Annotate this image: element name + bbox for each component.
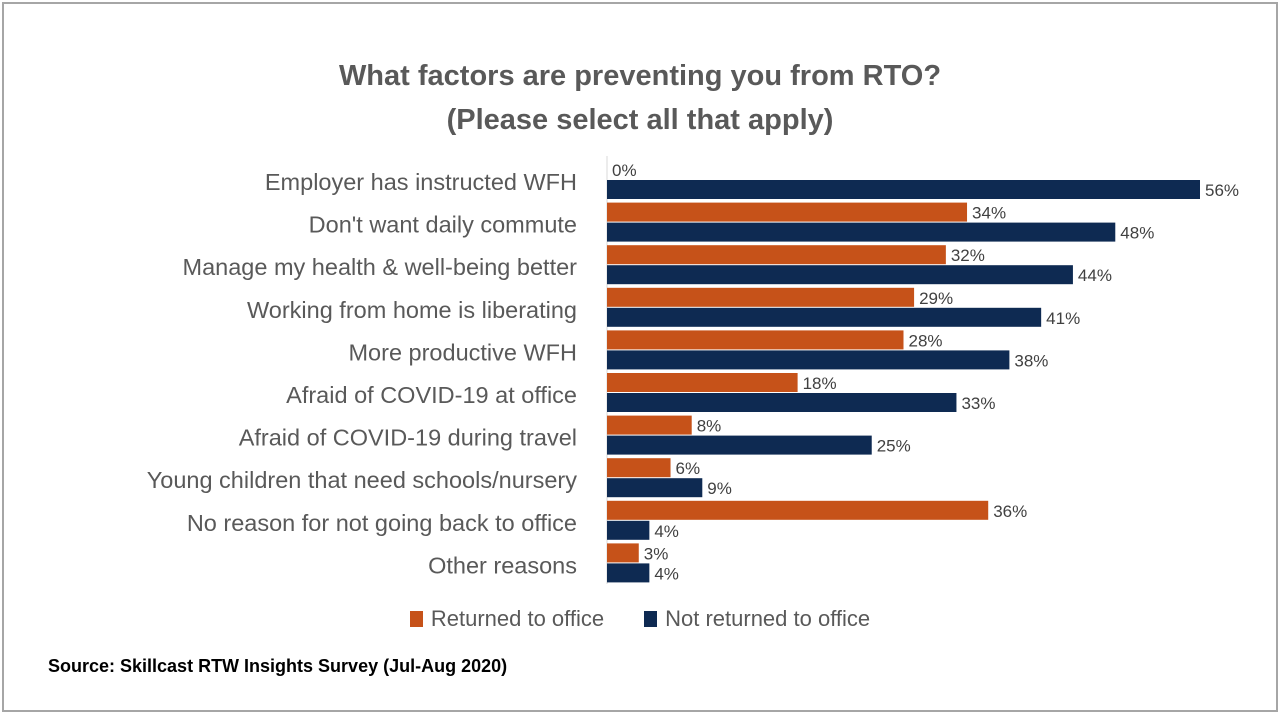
bar-returned: [607, 245, 946, 265]
category-label: Working from home is liberating: [247, 297, 577, 323]
data-label: 56%: [1205, 181, 1239, 200]
category-label: Other reasons: [428, 552, 577, 578]
bar-not-returned: [607, 222, 1116, 242]
bar-not-returned: [607, 180, 1200, 199]
data-label: 48%: [1120, 224, 1154, 243]
bar-not-returned: [607, 478, 703, 498]
data-label: 25%: [877, 437, 911, 456]
data-label: 38%: [1014, 351, 1048, 370]
data-label: 6%: [676, 459, 701, 478]
bar-not-returned: [607, 307, 1042, 327]
bar-not-returned: [607, 393, 957, 412]
bar-not-returned: [607, 350, 1010, 370]
bar-returned: [607, 543, 639, 563]
bar-not-returned: [607, 563, 650, 583]
data-label: 41%: [1046, 309, 1080, 328]
bar-returned: [607, 373, 798, 392]
bar-not-returned: [607, 520, 650, 540]
data-label: 9%: [707, 479, 732, 498]
category-label: Afraid of COVID-19 during travel: [239, 425, 577, 451]
bar-returned: [607, 202, 968, 222]
bar-not-returned: [607, 265, 1073, 285]
data-label: 29%: [919, 289, 953, 308]
chart-title: What factors are preventing you from RTO…: [338, 60, 942, 92]
legend-swatch-returned: [409, 611, 423, 627]
legend-label-not-returned: Not returned to office: [665, 606, 871, 631]
data-label: 8%: [697, 417, 722, 436]
category-label: Don't want daily commute: [309, 212, 577, 238]
category-label: More productive WFH: [348, 339, 577, 365]
data-label: 36%: [993, 502, 1027, 521]
category-label: Young children that need schools/nursery: [147, 467, 578, 493]
data-label: 32%: [951, 246, 985, 265]
data-label: 44%: [1078, 266, 1112, 285]
data-label: 33%: [961, 394, 995, 413]
data-label: 3%: [644, 544, 669, 563]
data-label: 18%: [803, 374, 837, 393]
legend-item-not-returned: Not returned to office: [644, 606, 870, 632]
data-label: 34%: [972, 204, 1006, 223]
bar-returned: [607, 415, 692, 435]
data-label: 4%: [654, 564, 679, 583]
category-label: Employer has instructed WFH: [265, 169, 577, 195]
data-label: 0%: [612, 161, 637, 180]
legend-item-returned: Returned to office: [409, 606, 605, 632]
bar-returned: [607, 287, 915, 307]
source-note: Source: Skillcast RTW Insights Survey (J…: [48, 656, 508, 676]
bar-not-returned: [607, 435, 872, 455]
legend-swatch-not-returned: [644, 611, 658, 627]
data-label: 28%: [909, 331, 943, 350]
data-label: 4%: [654, 522, 679, 541]
bar-returned: [607, 500, 989, 520]
legend-label-returned: Returned to office: [430, 606, 605, 631]
category-label: No reason for not going back to office: [187, 510, 577, 536]
bar-returned: [607, 330, 904, 350]
category-label: Afraid of COVID-19 at office: [286, 382, 577, 408]
legend: Returned to office Not returned to offic…: [0, 606, 1280, 632]
bar-returned: [607, 458, 671, 478]
chart-subtitle: (Please select all that apply): [446, 104, 834, 136]
category-label: Manage my health & well-being better: [183, 254, 578, 280]
